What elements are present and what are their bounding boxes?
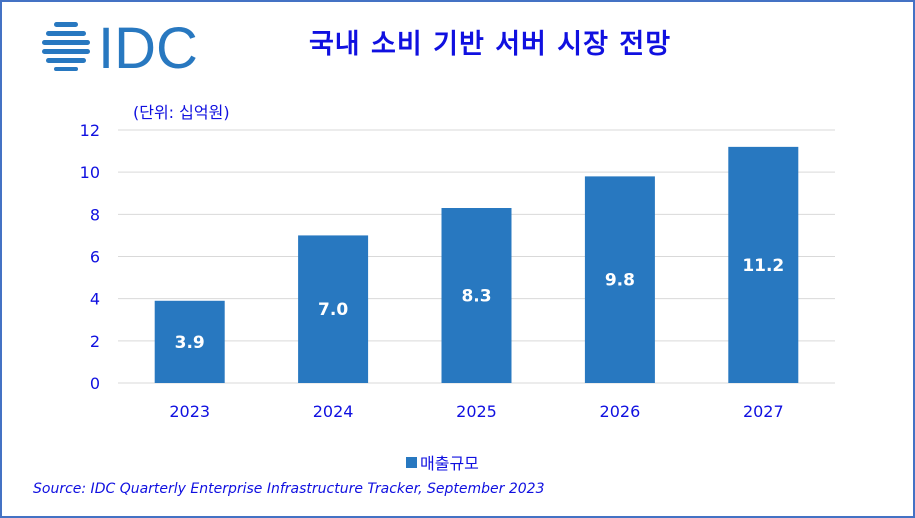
y-tick-label: 12 [80,121,100,140]
chart-title: 국내 소비 기반 서버 시장 전망 [308,29,672,60]
data-label: 8.3 [461,287,491,307]
x-tick-label: 2026 [600,402,641,421]
bar [584,176,655,383]
data-label: 7.0 [318,300,348,320]
y-tick-label: 6 [90,248,100,267]
legend: 매출규모 [406,450,479,474]
x-tick-label: 2025 [456,402,497,421]
y-tick-label: 0 [90,374,100,393]
legend-label: 매출규모 [420,454,479,473]
y-tick-label: 10 [80,163,100,182]
bar [728,146,799,383]
x-tick-label: 2027 [743,402,784,421]
data-label: 3.9 [175,333,205,353]
y-tick-label: 4 [90,290,100,309]
source-note: Source: IDC Quarterly Enterprise Infrast… [33,481,545,497]
x-tick-label: 2023 [169,402,210,421]
data-label: 9.8 [605,271,635,291]
y-tick-label: 2 [90,332,100,351]
data-label: 11.2 [742,256,784,276]
bar [154,300,225,383]
legend-swatch [406,456,417,468]
bar [441,208,512,383]
bar [298,235,369,383]
idc-logo: IDC [42,18,198,74]
x-tick-label: 2024 [313,402,354,421]
y-tick-label: 8 [90,205,100,224]
unit-label: (단위: 십억원) [133,103,230,122]
logo-text: IDC [98,18,198,74]
